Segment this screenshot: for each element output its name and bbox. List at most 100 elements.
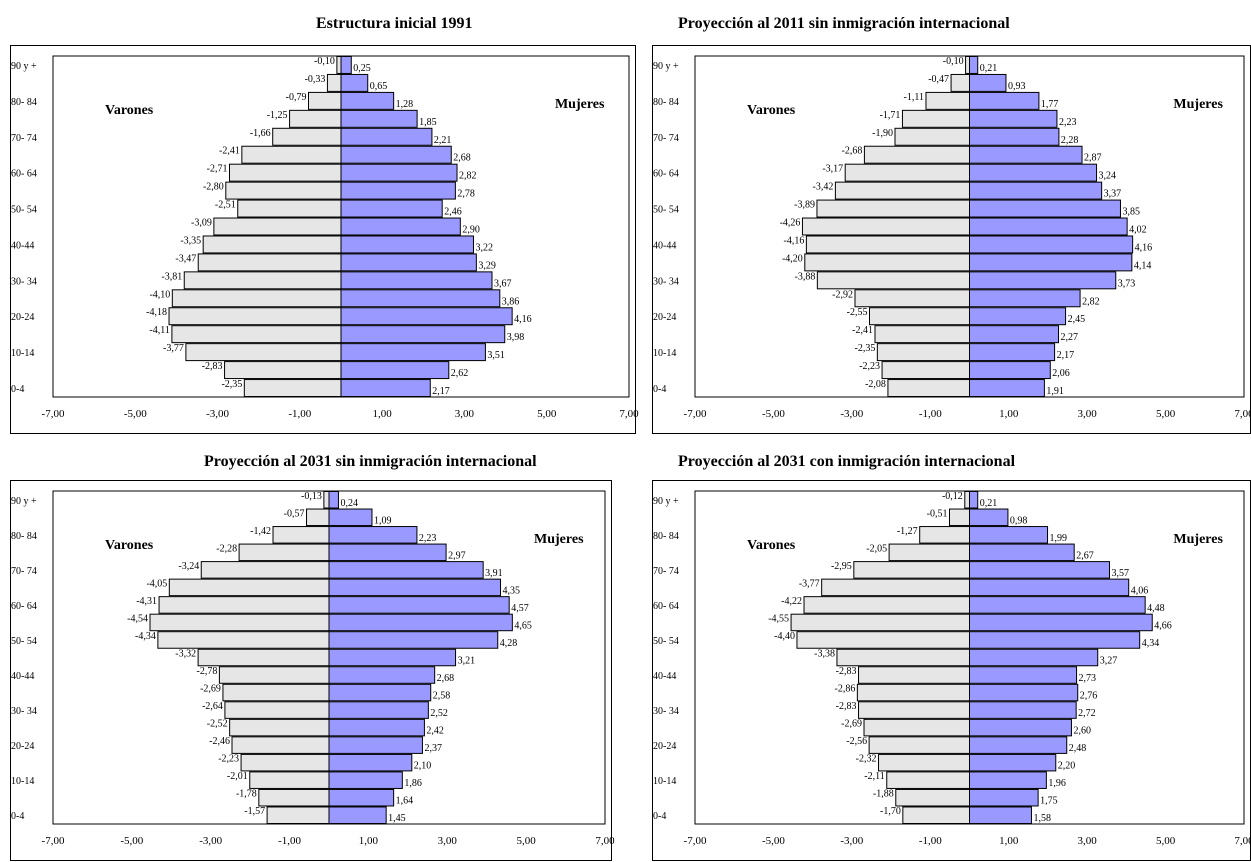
population-pyramid-chart: -1,57 1,45 -1,78 1,64 -2,01 1,86 -2,23 2,10 -2,4… [11, 490, 615, 847]
male-value-label: -3,77 [799, 578, 820, 589]
male-value-label: -4,20 [782, 253, 803, 264]
male-value-label: -2,95 [831, 561, 852, 572]
female-bar [969, 648, 1099, 667]
female-bar [328, 578, 502, 597]
female-bar [969, 73, 1007, 92]
male-bar [240, 753, 330, 772]
female-bar [969, 753, 1057, 772]
x-tick-label: 3,00 [1078, 835, 1098, 847]
female-value-label: 1,45 [388, 813, 406, 824]
male-bar [796, 631, 970, 649]
female-bar [969, 526, 1049, 544]
male-bar [874, 325, 971, 344]
male-bar [925, 91, 970, 110]
female-bar [969, 491, 979, 509]
female-bar [328, 491, 339, 509]
female-bar [340, 56, 352, 74]
male-value-label: -1,57 [244, 806, 265, 817]
female-bar [328, 701, 429, 719]
x-tick-label: -7,00 [684, 835, 707, 847]
male-bar [231, 736, 330, 754]
female-bar [340, 307, 513, 326]
male-value-label: -3,81 [161, 271, 182, 282]
female-bar [969, 788, 1039, 807]
population-pyramid-chart: -1,70 1,58 -1,88 1,75 -2,11 1,96 -2,32 2,20 -2,5… [653, 490, 1251, 847]
female-value-label: 2,46 [444, 207, 462, 218]
female-bar [969, 289, 1081, 308]
female-bar [328, 596, 510, 614]
male-value-label: -0,33 [305, 74, 326, 85]
age-group-label: 20-24 [653, 312, 676, 323]
male-value-label: -2,55 [847, 307, 868, 318]
female-bar [340, 109, 418, 128]
female-bar [328, 806, 387, 825]
female-value-label: 3,22 [475, 242, 493, 253]
x-tick-label: -7,00 [42, 835, 65, 847]
female-bar [328, 526, 418, 544]
male-bar [168, 307, 342, 326]
male-value-label: -1,27 [897, 526, 918, 537]
male-bar [858, 701, 970, 719]
female-value-label: 2,67 [1076, 550, 1094, 561]
x-tick-label: 5,00 [1156, 835, 1176, 847]
male-bar [307, 91, 342, 110]
female-bar [340, 361, 450, 380]
female-value-label: 0,25 [353, 63, 371, 74]
male-value-label: -2,69 [841, 719, 862, 730]
x-tick-label: 5,00 [517, 835, 537, 847]
x-tick-label: -1,00 [919, 408, 942, 420]
male-bar [886, 771, 970, 789]
chart-title: Estructura inicial 1991 [316, 15, 473, 32]
female-value-label: 1,75 [1040, 796, 1058, 807]
female-value-label: 3,91 [485, 568, 503, 579]
age-group-label: 20-24 [11, 312, 34, 323]
age-group-label: 70- 74 [653, 133, 679, 144]
male-value-label: -4,18 [146, 307, 167, 318]
age-group-label: 10-14 [653, 348, 676, 359]
male-bar [171, 289, 342, 308]
female-value-label: 3,37 [1104, 189, 1122, 200]
male-bar [149, 613, 330, 632]
x-tick-label: -1,00 [278, 835, 301, 847]
male-bar [202, 235, 342, 254]
x-tick-label: -5,00 [762, 835, 785, 847]
female-value-label: 4,14 [1134, 260, 1152, 271]
male-value-label: -2,46 [209, 736, 230, 747]
female-bar [969, 806, 1032, 825]
female-value-label: 2,58 [433, 691, 451, 702]
x-tick-label: 7,00 [1234, 408, 1251, 420]
female-value-label: 2,17 [1057, 350, 1075, 361]
female-value-label: 2,72 [1078, 708, 1096, 719]
age-group-label: 30- 34 [653, 706, 679, 717]
female-bar [969, 56, 979, 74]
male-value-label: -1,66 [250, 128, 271, 139]
age-group-label: 10-14 [653, 776, 676, 787]
age-group-label: 30- 34 [653, 276, 679, 287]
x-tick-label: 1,00 [359, 835, 379, 847]
age-group-label: 80- 84 [11, 97, 37, 108]
male-value-label: -1,90 [872, 128, 893, 139]
female-bar [340, 163, 458, 182]
male-value-label: -2,23 [218, 754, 239, 765]
male-value-label: -2,56 [846, 736, 867, 747]
female-value-label: 3,57 [1111, 568, 1129, 579]
female-bar [969, 771, 1047, 789]
female-bar [340, 379, 431, 398]
population-pyramid-chart: -2,35 2,17 -2,83 2,62 -3,77 3,51 -4,11 3,98 -4,1… [11, 55, 639, 420]
male-bar [243, 379, 342, 398]
female-value-label: 2,37 [424, 743, 442, 754]
female-bar [340, 199, 443, 218]
x-tick-label: 1,00 [999, 408, 1019, 420]
female-value-label: 1,99 [1050, 533, 1068, 544]
x-tick-label: 7,00 [595, 835, 615, 847]
x-tick-label: 3,00 [455, 408, 475, 420]
male-value-label: -3,88 [795, 271, 816, 282]
female-value-label: 0,65 [370, 81, 388, 92]
female-bar [969, 217, 1128, 236]
female-bar [340, 325, 506, 344]
female-value-label: 3,73 [1118, 278, 1136, 289]
age-group-label: 50- 54 [653, 636, 679, 647]
chart-frame: -1,70 1,58 -1,88 1,75 -2,11 1,96 -2,32 2,20 -2,5… [652, 480, 1251, 861]
male-value-label: -4,11 [149, 325, 169, 336]
female-bar [328, 683, 432, 702]
